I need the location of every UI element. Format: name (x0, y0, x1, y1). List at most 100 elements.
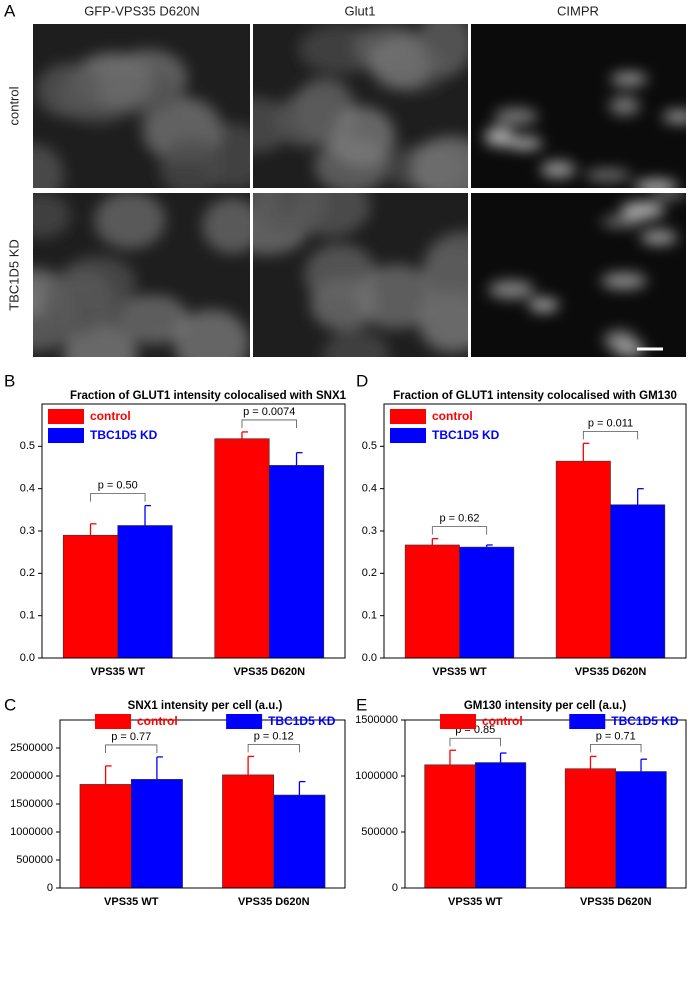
legend-swatch (440, 714, 476, 729)
micrograph (253, 24, 468, 188)
cell (601, 216, 642, 227)
panel-letter: C (4, 695, 16, 714)
cell (634, 179, 678, 188)
cell (601, 273, 647, 289)
cell (528, 298, 559, 312)
x-tick-label: VPS35 D620N (580, 896, 652, 908)
cells (253, 193, 468, 357)
panel-letter: B (4, 371, 15, 390)
micrograph (33, 24, 250, 188)
significance-bracket (247, 744, 300, 753)
y-tick-label: 0.3 (362, 525, 377, 537)
cells (33, 193, 250, 357)
cell (42, 269, 112, 338)
micrograph (33, 193, 250, 357)
error-bar (589, 755, 597, 769)
cell (488, 280, 535, 299)
cell (651, 193, 686, 199)
legend-label: control (482, 714, 523, 728)
cell (253, 193, 284, 219)
legend-label: control (137, 714, 178, 728)
cell (104, 294, 182, 340)
annotation: p = 0.62 (439, 513, 479, 525)
y-tick-label: 0.2 (362, 567, 377, 579)
column-header: Glut1 (344, 3, 375, 18)
bar (555, 460, 611, 659)
y-tick-label: 0 (392, 882, 398, 894)
legend-swatch (226, 714, 263, 729)
legend-swatch (390, 428, 426, 443)
cell (289, 193, 371, 237)
legend-label: control (90, 409, 131, 423)
bar (222, 774, 275, 889)
annotation: p = 0.71 (596, 730, 636, 742)
cell (417, 24, 468, 77)
error-bar (156, 756, 163, 780)
x-tick-label: VPS35 WT (432, 666, 487, 678)
significance-bracket (241, 419, 297, 428)
cell (328, 106, 396, 168)
plot-frame (404, 719, 687, 889)
cell (322, 330, 391, 357)
y-tick-label: 0.2 (20, 567, 35, 579)
annotation: p = 0.011 (588, 417, 633, 429)
cells (488, 193, 686, 356)
plot-frame (41, 403, 346, 659)
annotation: p = 0.0074 (243, 406, 295, 418)
error-bar (637, 488, 644, 505)
y-tick-label: 2000000 (10, 770, 53, 782)
annotation: p = 0.12 (254, 730, 294, 742)
cell (610, 72, 648, 85)
bar (62, 534, 119, 659)
y-tick-label: 0.5 (20, 440, 35, 452)
significance-bracket (431, 526, 488, 535)
chart-title: SNX1 intensity per cell (a.u.) (128, 700, 283, 712)
y-tick-label: 1500000 (10, 798, 53, 810)
annotation: p = 0.77 (111, 731, 151, 743)
panel-letter: E (356, 695, 367, 714)
x-tick-label: VPS35 D620N (575, 666, 647, 678)
error-bar (431, 537, 439, 545)
bar (268, 465, 325, 659)
cell (253, 97, 292, 154)
bar (79, 784, 132, 889)
error-bar (298, 780, 306, 796)
y-tick-label: 0.1 (362, 610, 377, 622)
panel-letter: A (4, 1, 16, 20)
y-tick-label: 0.5 (362, 440, 377, 452)
plot-frame (383, 403, 687, 659)
cell (540, 161, 576, 178)
cell (355, 264, 437, 329)
y-tick-label: 0.4 (362, 483, 377, 495)
cell (33, 193, 71, 239)
chart-title: Fraction of GLUT1 intensity colocalised … (70, 390, 347, 402)
column-header: CIMPR (557, 3, 599, 18)
y-tick-label: 0.3 (20, 525, 35, 537)
significance-bracket (449, 737, 501, 747)
legend-swatch (95, 714, 131, 729)
y-tick-label: 1000000 (355, 770, 398, 782)
row-label: control (6, 86, 21, 125)
column-header: GFP-VPS35 D620N (84, 3, 200, 18)
legend-swatch (48, 409, 84, 424)
cell (662, 110, 686, 123)
bar (273, 794, 326, 889)
error-bar (89, 523, 97, 536)
cell (484, 127, 514, 147)
y-tick-label: 0.1 (20, 610, 35, 622)
cell (584, 169, 631, 182)
error-bar (144, 504, 152, 526)
cell (94, 193, 166, 249)
x-tick-label: VPS35 D620N (233, 666, 305, 678)
legend-label: TBC1D5 KD (90, 428, 158, 442)
x-tick-label: VPS35 WT (91, 666, 146, 678)
legend-label: TBC1D5 KD (611, 714, 679, 728)
y-tick-label: 2500000 (10, 742, 53, 754)
cell (159, 139, 224, 188)
row-label: TBC1D5 KD (6, 239, 21, 311)
y-tick-label: 0.0 (20, 652, 35, 664)
y-tick-label: 1500000 (355, 714, 398, 726)
y-tick-label: 500000 (16, 854, 53, 866)
chart-title: GM130 intensity per cell (a.u.) (464, 700, 626, 712)
